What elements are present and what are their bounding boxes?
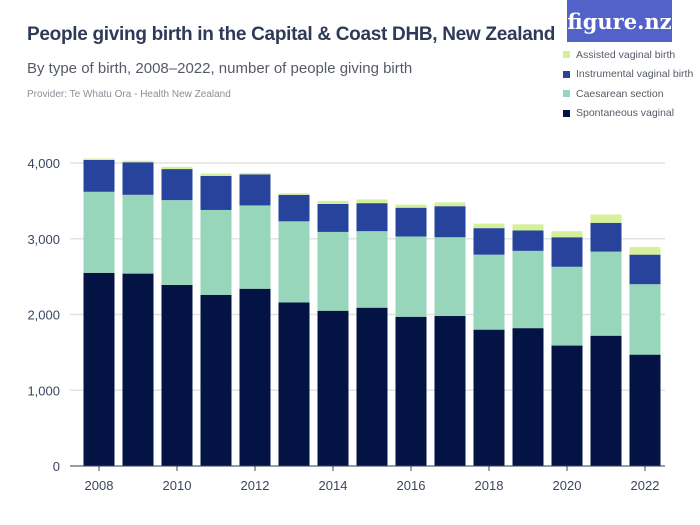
x-tick-label: 2022 [631, 478, 660, 493]
y-tick-label: 2,000 [27, 308, 60, 323]
bar-segment-caesarean-section [551, 266, 583, 346]
bar-segment-instrumental-vaginal-birth [83, 159, 115, 192]
bar-segment-caesarean-section [200, 209, 232, 295]
bar-segment-assisted-vaginal-birth [83, 158, 115, 160]
bar-segment-instrumental-vaginal-birth [161, 169, 193, 201]
bar-segment-assisted-vaginal-birth [473, 223, 505, 229]
bar-segment-spontaneous-vaginal [317, 310, 349, 466]
bar-segment-caesarean-section [629, 284, 661, 355]
x-tick-label: 2016 [397, 478, 426, 493]
bar-segment-assisted-vaginal-birth [434, 202, 466, 207]
bar-segment-instrumental-vaginal-birth [200, 175, 232, 210]
bar-segment-caesarean-section [122, 194, 154, 274]
bar-segment-spontaneous-vaginal [551, 345, 583, 466]
bar-segment-spontaneous-vaginal [200, 294, 232, 466]
bar-segment-spontaneous-vaginal [122, 273, 154, 466]
legend-swatch [563, 51, 570, 59]
bar-segment-assisted-vaginal-birth [629, 247, 661, 255]
y-tick-label: 3,000 [27, 232, 60, 247]
bar-segment-spontaneous-vaginal [434, 316, 466, 466]
chart-title: People giving birth in the Capital & Coa… [27, 24, 556, 45]
legend-label: Assisted vaginal birth [576, 48, 676, 61]
y-tick-label: 0 [53, 459, 60, 474]
bar-segment-instrumental-vaginal-birth [395, 207, 427, 237]
x-tick-label: 2018 [475, 478, 504, 493]
bar-segment-caesarean-section [317, 231, 349, 311]
bar-segment-assisted-vaginal-birth [161, 166, 193, 170]
x-tick-label: 2008 [85, 478, 114, 493]
bar-segment-instrumental-vaginal-birth [122, 162, 154, 195]
chart-provider: Provider: Te Whatu Ora - Health New Zeal… [27, 89, 231, 100]
figure-nz-logo[interactable]: figure.nz [567, 0, 672, 42]
bar-segment-assisted-vaginal-birth [356, 199, 388, 204]
bar-segment-spontaneous-vaginal [473, 329, 505, 466]
legend-item: Caesarean section [563, 84, 693, 104]
y-tick-label: 1,000 [27, 383, 60, 398]
bar-segment-instrumental-vaginal-birth [629, 254, 661, 285]
legend-swatch [563, 90, 570, 98]
y-tick-label: 4,000 [27, 156, 60, 171]
bar-segment-spontaneous-vaginal [239, 288, 271, 466]
legend-item: Instrumental vaginal birth [563, 65, 693, 85]
bar-segment-assisted-vaginal-birth [551, 231, 583, 238]
bar-segment-caesarean-section [278, 221, 310, 303]
bar-segment-instrumental-vaginal-birth [317, 203, 349, 232]
bar-segment-assisted-vaginal-birth [122, 160, 154, 163]
bar-segment-spontaneous-vaginal [83, 272, 115, 466]
legend-label: Caesarean section [576, 87, 664, 100]
bar-segment-caesarean-section [161, 200, 193, 285]
bar-segment-spontaneous-vaginal [356, 307, 388, 466]
bar-segment-assisted-vaginal-birth [317, 200, 349, 204]
bar-segment-spontaneous-vaginal [590, 335, 622, 466]
x-tick-label: 2020 [553, 478, 582, 493]
bar-segment-instrumental-vaginal-birth [590, 222, 622, 252]
bar-segment-instrumental-vaginal-birth [473, 228, 505, 255]
bar-segment-instrumental-vaginal-birth [434, 206, 466, 238]
bar-segment-caesarean-section [239, 205, 271, 289]
bar-segment-instrumental-vaginal-birth [356, 203, 388, 232]
x-tick-label: 2012 [241, 478, 270, 493]
legend-label: Spontaneous vaginal [576, 107, 675, 120]
bar-segment-caesarean-section [434, 237, 466, 317]
bar-segment-caesarean-section [473, 254, 505, 330]
bar-segment-assisted-vaginal-birth [512, 224, 544, 231]
bar-segment-caesarean-section [590, 251, 622, 336]
bar-segment-spontaneous-vaginal [629, 354, 661, 466]
legend-swatch [563, 109, 570, 117]
bar-segment-assisted-vaginal-birth [239, 172, 271, 175]
bar-segment-caesarean-section [83, 191, 115, 273]
bar-segment-instrumental-vaginal-birth [239, 174, 271, 206]
bar-segment-instrumental-vaginal-birth [551, 237, 583, 267]
x-tick-label: 2010 [163, 478, 192, 493]
bar-segment-assisted-vaginal-birth [200, 173, 232, 176]
bar-segment-caesarean-section [395, 236, 427, 317]
legend-item: Assisted vaginal birth [563, 45, 693, 65]
chart-subtitle: By type of birth, 2008–2022, number of p… [27, 60, 413, 77]
bar-segment-assisted-vaginal-birth [590, 214, 622, 223]
x-tick-label: 2014 [319, 478, 348, 493]
bar-segment-spontaneous-vaginal [161, 284, 193, 466]
bar-segment-assisted-vaginal-birth [395, 204, 427, 208]
bar-segment-spontaneous-vaginal [512, 328, 544, 466]
bar-segment-spontaneous-vaginal [395, 316, 427, 466]
legend-label: Instrumental vaginal birth [576, 68, 694, 81]
bar-segment-instrumental-vaginal-birth [278, 194, 310, 222]
bar-segment-instrumental-vaginal-birth [512, 230, 544, 251]
bar-segment-spontaneous-vaginal [278, 302, 310, 466]
bar-segment-caesarean-section [512, 250, 544, 329]
legend-item: Spontaneous vaginal [563, 104, 693, 124]
bar-segment-caesarean-section [356, 231, 388, 308]
legend: Assisted vaginal birth Instrumental vagin… [563, 45, 693, 123]
legend-swatch [563, 70, 570, 78]
bar-segment-assisted-vaginal-birth [278, 193, 310, 195]
